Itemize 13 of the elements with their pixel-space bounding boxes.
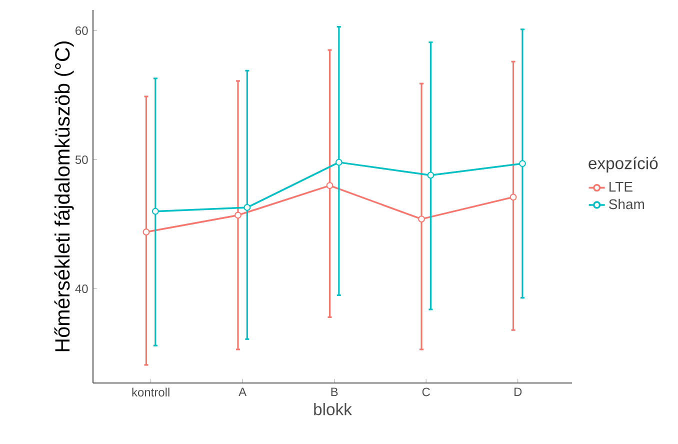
x-tick-label: A — [238, 388, 247, 396]
y-axis-title: Hőmérsékleti fájdalomküszöb (°C) — [54, 42, 74, 352]
y-tick-label: 50 — [75, 155, 88, 164]
legend-label: LTE — [610, 182, 632, 192]
x-tick-label: C — [422, 388, 430, 396]
x-tick-label: kontroll — [132, 388, 170, 397]
x-axis-title: blokk — [314, 403, 352, 416]
x-tick-label: B — [331, 388, 338, 396]
x-tick-label: D — [514, 388, 522, 396]
y-tick-label: 40 — [75, 284, 88, 294]
legend-label: Sham — [609, 198, 644, 210]
y-tick-label: 60 — [76, 26, 88, 35]
legend-title: expozíció — [588, 156, 658, 173]
